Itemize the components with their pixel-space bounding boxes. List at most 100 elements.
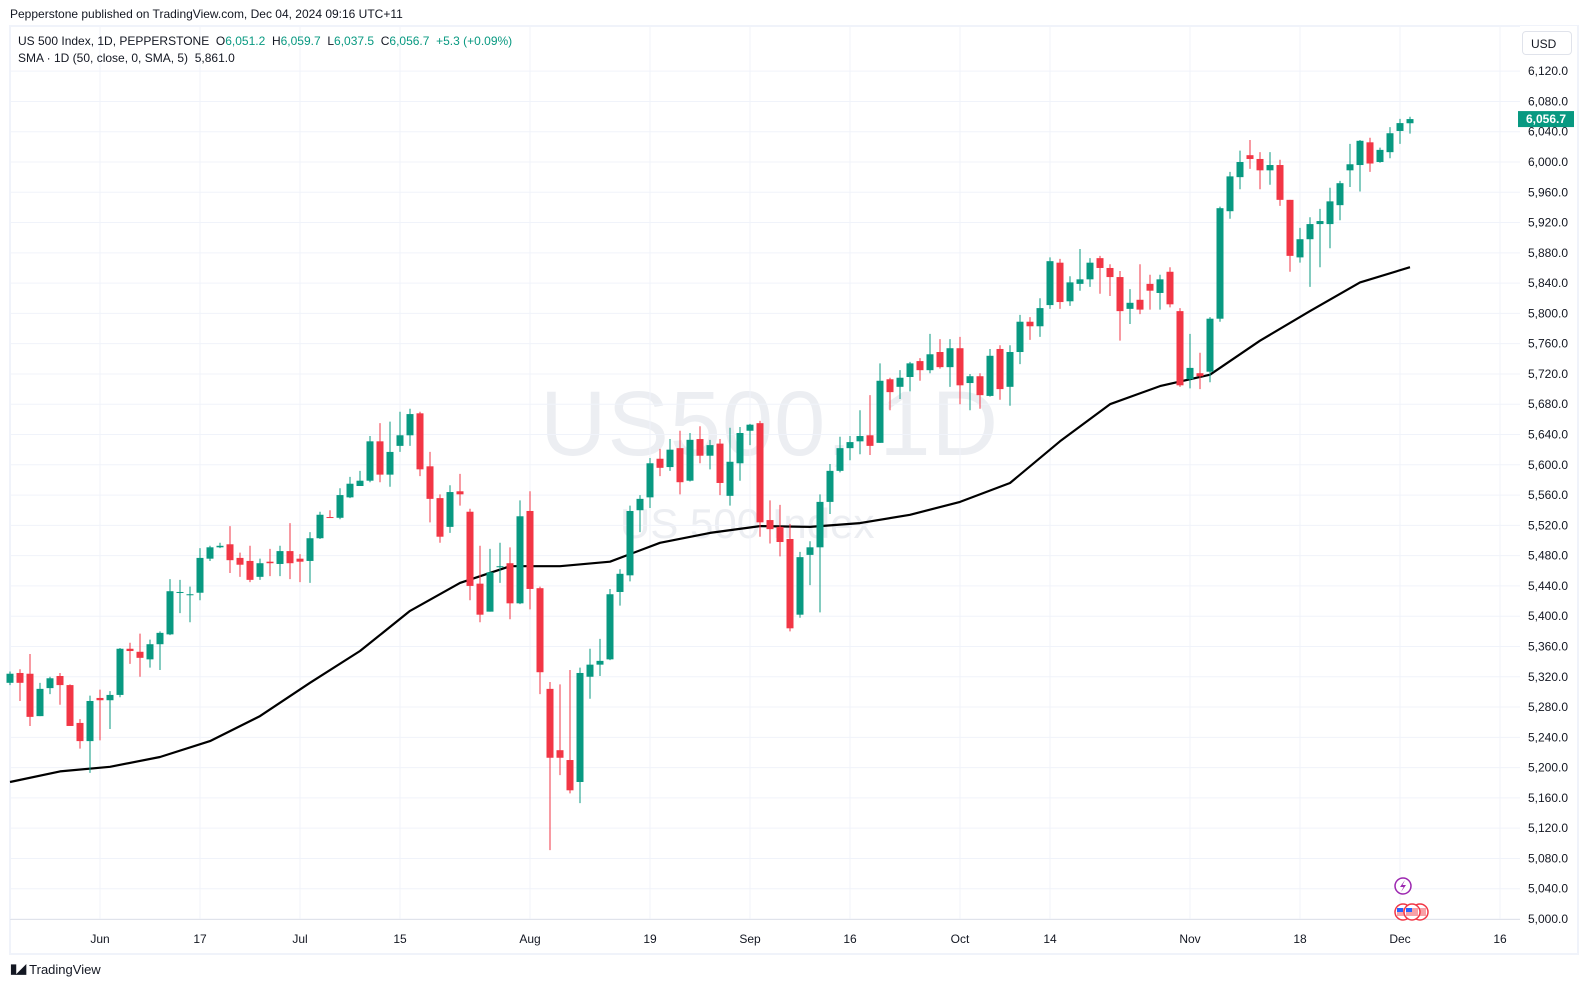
candle[interactable]	[456, 473, 464, 506]
candle[interactable]	[556, 684, 564, 776]
candle[interactable]	[1166, 267, 1174, 308]
candle[interactable]	[1156, 274, 1164, 310]
candle[interactable]	[66, 684, 74, 726]
candle[interactable]	[466, 508, 474, 601]
candle[interactable]	[246, 545, 254, 583]
candle[interactable]	[766, 500, 774, 544]
candle[interactable]	[146, 639, 154, 668]
candle[interactable]	[1076, 249, 1084, 291]
candle[interactable]	[946, 339, 954, 387]
candle[interactable]	[1026, 317, 1034, 340]
candle[interactable]	[366, 436, 374, 483]
candle[interactable]	[186, 586, 194, 623]
candle[interactable]	[96, 689, 104, 741]
candle[interactable]	[686, 433, 694, 482]
candle[interactable]	[706, 439, 714, 470]
candle[interactable]	[376, 423, 384, 483]
candle[interactable]	[1356, 140, 1364, 192]
us-flag-event-icon[interactable]	[1403, 903, 1421, 921]
candle[interactable]	[446, 485, 454, 533]
candle[interactable]	[1196, 352, 1204, 390]
candle[interactable]	[1286, 199, 1294, 272]
candle[interactable]	[1086, 258, 1094, 287]
candle[interactable]	[916, 358, 924, 381]
candle[interactable]	[1256, 152, 1264, 190]
candle[interactable]	[586, 648, 594, 699]
lightning-event-icon[interactable]	[1394, 877, 1412, 895]
candle[interactable]	[1276, 159, 1284, 206]
candle[interactable]	[126, 642, 134, 664]
candle[interactable]	[226, 526, 234, 574]
candle[interactable]	[1036, 298, 1044, 337]
candle[interactable]	[116, 647, 124, 698]
candle[interactable]	[136, 633, 144, 677]
candle[interactable]	[416, 411, 424, 477]
candle[interactable]	[476, 545, 484, 623]
candle[interactable]	[1406, 116, 1414, 134]
candle[interactable]	[286, 523, 294, 580]
candle[interactable]	[46, 676, 54, 695]
candle[interactable]	[626, 505, 634, 582]
candle[interactable]	[276, 545, 284, 577]
candle[interactable]	[106, 691, 114, 729]
candle[interactable]	[1246, 140, 1254, 169]
candle[interactable]	[1266, 152, 1274, 185]
candle[interactable]	[1126, 289, 1134, 324]
candle[interactable]	[836, 436, 844, 473]
candle[interactable]	[1296, 227, 1304, 263]
candle[interactable]	[1376, 147, 1384, 163]
candle[interactable]	[1136, 264, 1144, 315]
candle[interactable]	[966, 373, 974, 411]
candle[interactable]	[486, 548, 494, 612]
price-axis-background[interactable]	[1520, 26, 1577, 919]
candle[interactable]	[1236, 150, 1244, 190]
candle[interactable]	[76, 719, 84, 749]
candle[interactable]	[386, 421, 394, 487]
candle[interactable]	[956, 336, 964, 405]
candle[interactable]	[166, 579, 174, 636]
candle[interactable]	[1066, 276, 1074, 306]
candle[interactable]	[1386, 127, 1394, 159]
candle[interactable]	[1326, 187, 1334, 249]
candle[interactable]	[846, 436, 854, 461]
candle[interactable]	[356, 470, 364, 486]
candle[interactable]	[696, 426, 704, 464]
candle[interactable]	[756, 420, 764, 537]
candle[interactable]	[796, 551, 804, 618]
candle[interactable]	[976, 373, 984, 409]
currency-button[interactable]: USD	[1522, 31, 1572, 55]
tradingview-logo[interactable]: ▮◢ TradingView	[10, 961, 101, 977]
candle[interactable]	[1146, 274, 1154, 310]
candle[interactable]	[236, 552, 244, 577]
candle[interactable]	[506, 547, 514, 620]
candle[interactable]	[1096, 255, 1104, 294]
candle[interactable]	[856, 410, 864, 455]
candle[interactable]	[1006, 345, 1014, 406]
candle[interactable]	[16, 669, 24, 701]
candle[interactable]	[906, 361, 914, 392]
candle[interactable]	[1046, 257, 1054, 309]
candle[interactable]	[886, 377, 894, 411]
candle[interactable]	[526, 491, 534, 610]
candle[interactable]	[496, 542, 504, 583]
candle[interactable]	[786, 523, 794, 632]
candle[interactable]	[266, 548, 274, 577]
candle[interactable]	[1116, 271, 1124, 341]
candle[interactable]	[596, 638, 604, 677]
candle[interactable]	[566, 669, 574, 794]
candle[interactable]	[1346, 143, 1354, 187]
candle[interactable]	[176, 579, 184, 614]
candle[interactable]	[896, 370, 904, 399]
candle[interactable]	[306, 532, 314, 583]
candle[interactable]	[996, 345, 1004, 400]
candle[interactable]	[1176, 308, 1184, 387]
candle[interactable]	[1106, 264, 1114, 296]
candle[interactable]	[156, 631, 164, 670]
candle[interactable]	[1336, 180, 1344, 221]
candle[interactable]	[806, 541, 814, 586]
candle[interactable]	[746, 423, 754, 446]
candle[interactable]	[616, 569, 624, 606]
candle[interactable]	[336, 488, 344, 520]
candle[interactable]	[516, 500, 524, 605]
